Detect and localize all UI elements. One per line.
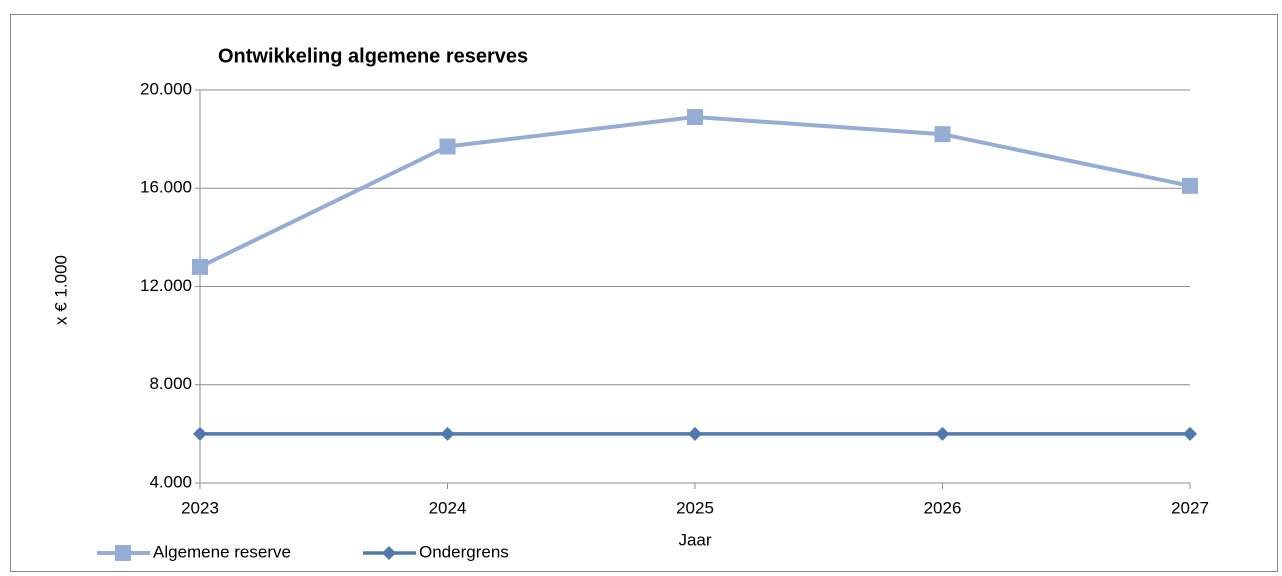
y-tick-label: 4.000 [149, 472, 192, 491]
data-point [934, 126, 951, 143]
data-point [439, 138, 456, 155]
y-axis-label: x € 1.000 [51, 255, 70, 325]
legend-marker [115, 545, 131, 561]
y-tick-label: 20.000 [140, 79, 192, 98]
data-point [192, 258, 208, 275]
x-tick-label: 2024 [429, 498, 467, 517]
chart-border [10, 14, 1278, 572]
x-tick-label: 2023 [181, 498, 219, 517]
data-point [688, 426, 702, 441]
data-point [687, 109, 703, 126]
x-tick-label: 2026 [924, 498, 962, 517]
data-point [193, 426, 207, 441]
x-tick-label: 2025 [676, 498, 714, 517]
legend-marker [382, 546, 396, 560]
x-tick-label: 2027 [1171, 498, 1209, 517]
chart-title: Ontwikkeling algemene reserves [218, 45, 528, 67]
legend-label: Algemene reserve [153, 542, 291, 561]
data-point [935, 426, 950, 441]
y-tick-label: 8.000 [149, 374, 192, 393]
legend-label: Ondergrens [419, 542, 509, 561]
data-point [1182, 177, 1198, 194]
y-tick-label: 16.000 [140, 178, 192, 197]
y-tick-label: 12.000 [140, 276, 192, 295]
data-point [1183, 426, 1197, 441]
x-axis-label: Jaar [678, 530, 711, 549]
data-point [440, 426, 455, 441]
